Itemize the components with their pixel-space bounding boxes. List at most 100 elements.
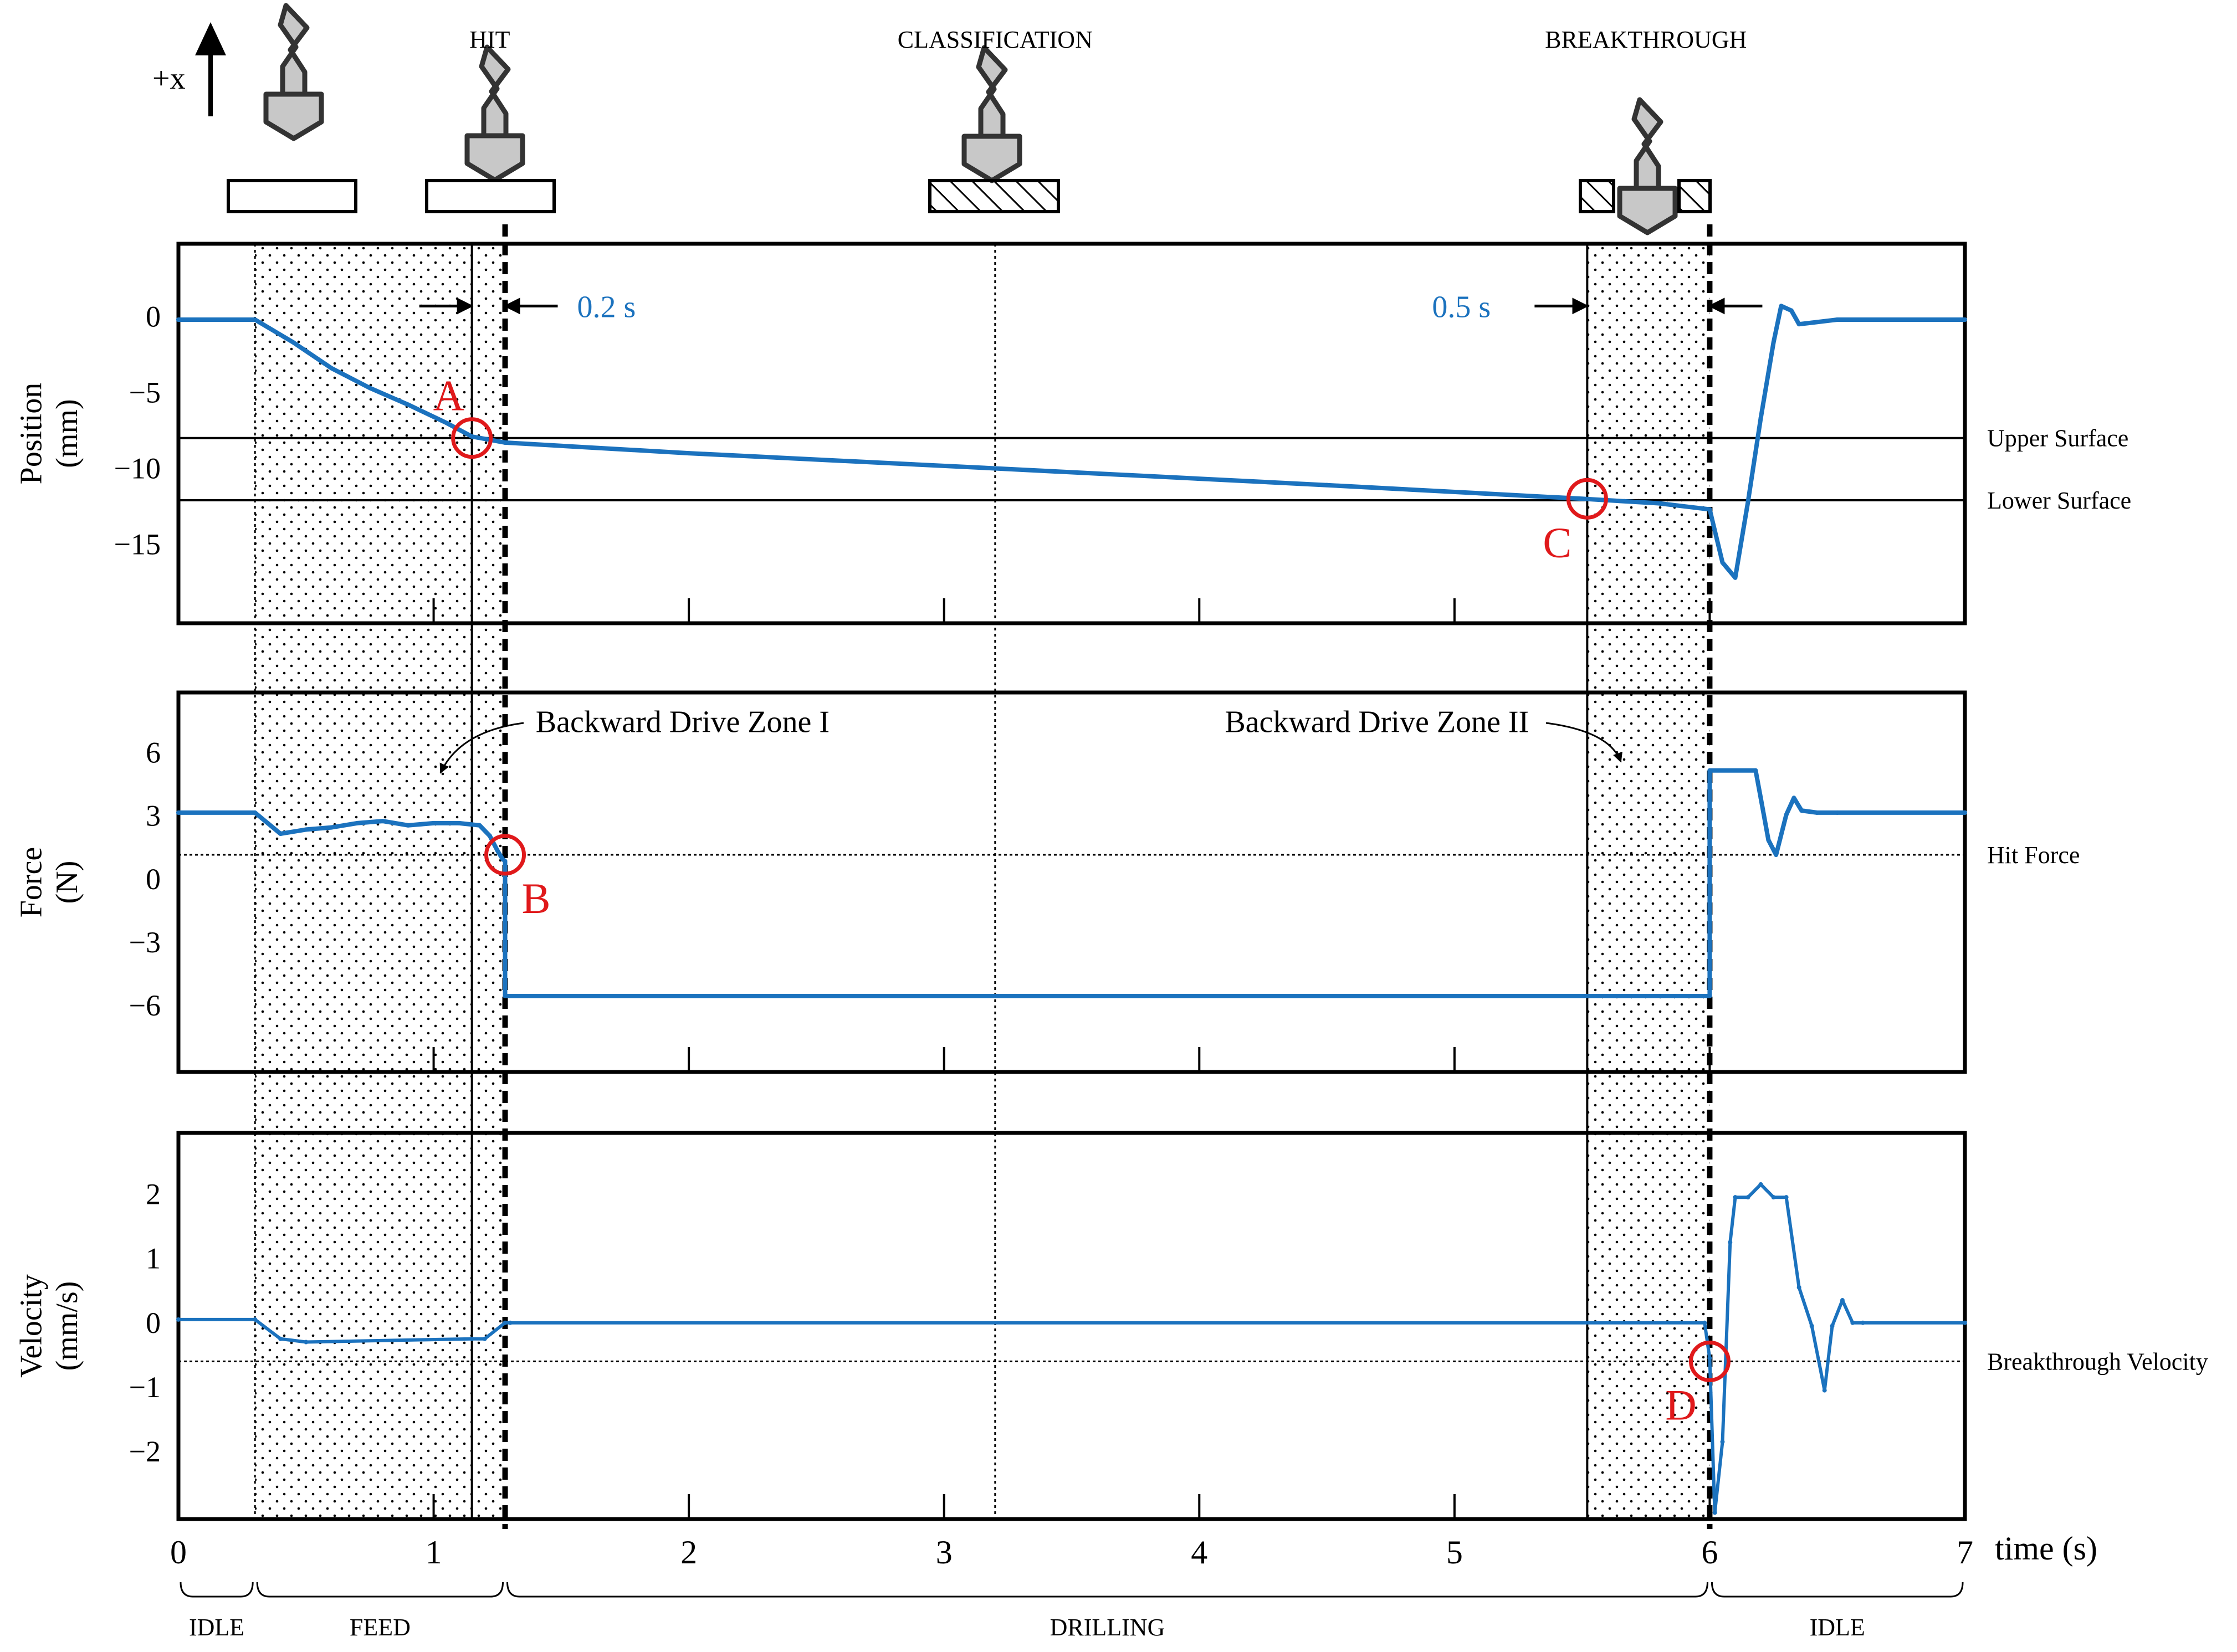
force-y-axis-label-line: Force xyxy=(14,847,48,918)
force-data-point xyxy=(457,820,462,825)
position-y-axis-label: Position(mm) xyxy=(14,383,84,485)
velocity-data-point xyxy=(482,1336,487,1341)
phase-span-label: DRILLING xyxy=(1050,1614,1165,1641)
drill-head xyxy=(263,91,324,141)
x-tick-label: 4 xyxy=(1191,1534,1207,1571)
force-data-point xyxy=(176,810,181,815)
position-data-point xyxy=(1809,320,1814,325)
position-data-point xyxy=(291,340,296,345)
drill-head xyxy=(961,134,1022,183)
position-ytick-label: −10 xyxy=(114,452,161,485)
x-tick-label: 7 xyxy=(1957,1534,1973,1571)
force-data-point xyxy=(355,820,360,825)
interval-label: 0.5 s xyxy=(1432,290,1491,324)
position-data-point xyxy=(1707,507,1712,512)
marker-label-b: B xyxy=(522,874,551,922)
velocity-data-point xyxy=(1850,1320,1855,1325)
position-data-point xyxy=(176,317,181,322)
shaded-zone-2 xyxy=(1587,244,1710,1519)
plate-breakthrough-right-icon xyxy=(1677,179,1712,213)
drill-classification-icon xyxy=(961,45,1022,183)
force-data-point xyxy=(503,859,508,864)
phase-span-label: FEED xyxy=(350,1614,411,1641)
marker-label-c: C xyxy=(1543,518,1571,566)
force-data-point xyxy=(278,831,283,836)
marker-circle-b xyxy=(484,834,526,876)
force-data-point xyxy=(1835,810,1840,815)
force-data-point xyxy=(1774,853,1779,858)
interval-label: 0.2 s xyxy=(577,290,636,324)
velocity-y-axis-label: Velocity(mm/s) xyxy=(14,1274,84,1378)
velocity-data-point xyxy=(503,1320,508,1325)
x-tick-label: 6 xyxy=(1701,1534,1718,1571)
plate-classification-icon xyxy=(928,179,1060,213)
force-data-point xyxy=(1766,838,1771,843)
drill-icon xyxy=(976,45,1008,139)
position-reference-label: Lower Surface xyxy=(1987,487,2131,514)
position-data-point xyxy=(1324,483,1329,488)
position-y-axis-label-line: Position xyxy=(14,383,48,485)
drill-icon xyxy=(479,44,511,138)
force-data-point xyxy=(487,833,492,838)
velocity-data-point xyxy=(1758,1182,1763,1187)
phase-span-bracket xyxy=(506,1582,1708,1598)
velocity-y-axis-label-line: Velocity xyxy=(14,1274,48,1378)
position-data-point xyxy=(1779,304,1784,309)
position-data-point xyxy=(406,402,411,407)
position-data-point xyxy=(1745,499,1750,504)
up-arrow-icon xyxy=(195,22,226,116)
zone-label-2: Backward Drive Zone II xyxy=(1225,705,1529,739)
x-tick-label: 1 xyxy=(426,1534,442,1571)
force-ytick-label: 0 xyxy=(146,863,161,896)
panel-velocity: 2 1 0 −1 −2 Velocity(mm/s) Breakthrough Veloci… xyxy=(14,1131,2208,1521)
velocity-ytick-label: 2 xyxy=(146,1178,161,1211)
velocity-data-point xyxy=(508,1320,513,1325)
x-tick-label: 2 xyxy=(680,1534,697,1571)
force-y-axis-label: Force(N) xyxy=(14,847,84,918)
plate-idle-icon xyxy=(227,179,357,213)
force-data-point xyxy=(1753,768,1758,773)
force-ytick-label: −6 xyxy=(129,989,161,1022)
velocity-data-point xyxy=(1860,1320,1865,1325)
phase-spans: IDLE FEED DRILLING IDLE xyxy=(180,1582,1964,1641)
drill-head xyxy=(464,133,525,183)
x-tick-label: 5 xyxy=(1446,1534,1463,1571)
velocity-data-point xyxy=(1822,1388,1827,1393)
marker-label-a: A xyxy=(433,372,464,420)
plate-breakthrough-left-icon xyxy=(1579,179,1615,213)
force-data-point xyxy=(1784,812,1789,817)
header-icons xyxy=(227,3,1712,235)
drill-icon xyxy=(1631,97,1663,191)
force-ytick-label: 6 xyxy=(146,736,161,769)
plate-hit-icon xyxy=(425,179,556,213)
force-data-point xyxy=(477,823,482,828)
marker-label-d: D xyxy=(1665,1381,1696,1429)
x-axis: 0 1 2 3 4 5 6 7 xyxy=(170,1534,1973,1571)
velocity-data-point xyxy=(1733,1195,1738,1200)
position-data-point xyxy=(1796,322,1801,327)
panel-force: 6 3 0 −3 −6 Force(N) Hit Force B Backward Drive … xyxy=(14,690,2080,1074)
force-y-axis-label-line: (N) xyxy=(50,861,84,904)
direction-label: +x xyxy=(152,61,186,96)
velocity-data-point xyxy=(1963,1320,1967,1325)
drill-head xyxy=(1617,186,1678,235)
force-data-point xyxy=(380,819,385,824)
phase-title: CLASSIFICATION xyxy=(898,26,1093,53)
position-data-point xyxy=(1835,317,1840,322)
position-ytick-label: −5 xyxy=(129,376,161,409)
force-frame xyxy=(176,690,1967,1074)
velocity-ytick-label: −2 xyxy=(129,1435,161,1468)
position-data-point xyxy=(1771,340,1776,345)
velocity-data-point xyxy=(278,1336,283,1341)
velocity-data-point xyxy=(1702,1320,1707,1325)
drill-breakthrough-icon xyxy=(1617,97,1678,235)
velocity-data-point xyxy=(1784,1195,1789,1200)
position-data-point xyxy=(1963,317,1967,322)
force-data-point xyxy=(1707,994,1712,998)
position-ytick-label: −15 xyxy=(114,527,161,561)
velocity-data-point xyxy=(1720,1439,1725,1444)
position-data-point xyxy=(1789,308,1794,313)
force-data-point xyxy=(1791,796,1796,801)
